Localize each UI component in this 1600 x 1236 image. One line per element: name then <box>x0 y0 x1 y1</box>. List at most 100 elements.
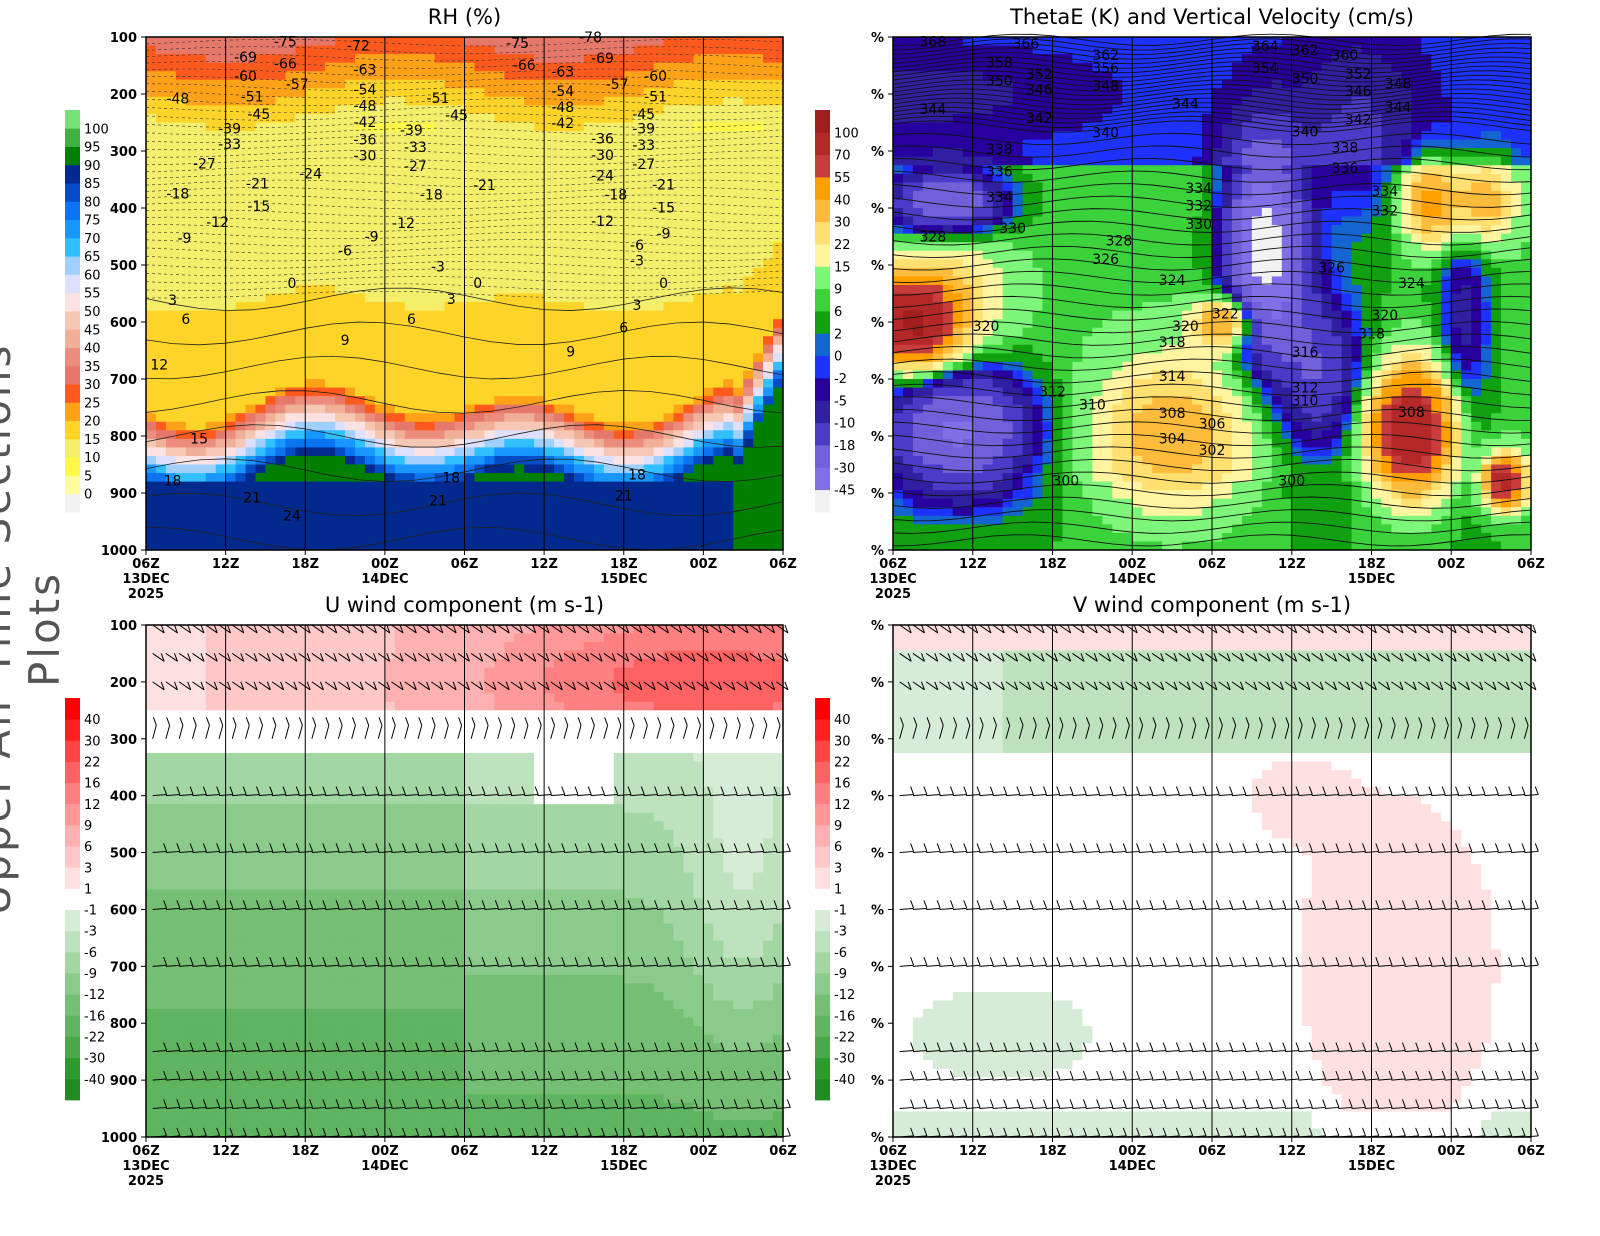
heatmap-cell <box>992 284 1004 295</box>
heatmap-cell <box>683 421 695 431</box>
heatmap-cell <box>295 199 306 209</box>
heatmap-cell <box>175 447 187 457</box>
heatmap-cell <box>404 473 416 483</box>
heatmap-cell <box>564 37 575 47</box>
heatmap-cell <box>285 473 296 483</box>
heatmap-cell <box>454 250 466 260</box>
heatmap-cell <box>713 165 724 175</box>
heatmap-cell <box>215 156 227 166</box>
heatmap-cell <box>952 498 964 508</box>
heatmap-cell <box>902 182 914 192</box>
heatmap-cell <box>195 336 207 346</box>
contour-label: -57 <box>286 77 309 93</box>
heatmap-cell <box>195 62 207 72</box>
heatmap-cell <box>603 344 615 354</box>
heatmap-cell <box>633 96 645 106</box>
heatmap-cell <box>763 208 774 218</box>
heatmap-cell <box>275 473 286 483</box>
heatmap-cell <box>444 148 456 158</box>
heatmap-cell <box>603 498 615 508</box>
heatmap-cell <box>474 173 486 183</box>
heatmap-cell <box>404 515 416 525</box>
heatmap-cell <box>952 293 964 303</box>
heatmap-cell <box>723 387 734 397</box>
heatmap-cell <box>912 156 924 166</box>
heatmap-cell <box>653 242 665 252</box>
heatmap-cell <box>355 438 366 448</box>
heatmap-cell <box>265 233 276 243</box>
heatmap-cell <box>265 336 276 346</box>
heatmap-cell <box>245 233 257 243</box>
heatmap-cell <box>155 148 167 158</box>
heatmap-cell <box>952 54 964 64</box>
rh-panel: -75 -72 -75 -78-69 -66 -66 -69-63 -63-60 -57 -57-… <box>101 5 797 602</box>
heatmap-cell <box>335 413 346 423</box>
heatmap-cell <box>325 62 336 72</box>
heatmap-cell <box>713 216 724 226</box>
heatmap-cell <box>364 361 376 372</box>
heatmap-cell <box>165 515 177 525</box>
heatmap-cell <box>424 455 436 466</box>
heatmap-cell <box>494 447 505 457</box>
heatmap-cell <box>364 71 376 81</box>
heatmap-cell <box>534 379 545 389</box>
heatmap-cell <box>315 122 326 132</box>
heatmap-cell <box>335 208 346 218</box>
heatmap-cell <box>335 455 346 466</box>
heatmap-cell <box>384 336 396 346</box>
heatmap-cell <box>603 182 615 192</box>
heatmap-cell <box>424 156 436 166</box>
heatmap-cell <box>345 139 356 149</box>
heatmap-cell <box>643 302 655 312</box>
heatmap-cell <box>952 105 964 115</box>
heatmap-cell <box>215 327 227 337</box>
heatmap-cell <box>643 327 655 337</box>
heatmap-cell <box>454 242 466 252</box>
heatmap-cell <box>474 182 486 192</box>
heatmap-cell <box>952 464 964 474</box>
heatmap-cell <box>165 250 177 260</box>
heatmap-cell <box>693 293 704 303</box>
heatmap-cell <box>185 404 197 414</box>
heatmap-cell <box>165 302 177 312</box>
heatmap-cell <box>355 105 366 115</box>
heatmap-cell <box>733 310 744 320</box>
heatmap-cell <box>743 447 754 457</box>
heatmap-cell <box>653 498 665 508</box>
heatmap-cell <box>952 37 964 47</box>
heatmap-cell <box>554 438 565 448</box>
heatmap-cell <box>573 353 585 363</box>
heatmap-cell <box>723 199 734 209</box>
heatmap-cell <box>454 438 466 448</box>
heatmap-cell <box>414 447 426 457</box>
heatmap-cell <box>643 515 655 525</box>
heatmap-cell <box>434 173 446 183</box>
heatmap-cell <box>673 387 685 397</box>
heatmap-cell <box>494 396 505 406</box>
heatmap-cell <box>275 387 286 397</box>
heatmap-cell <box>285 396 296 406</box>
contour-label: 18 <box>628 468 646 484</box>
heatmap-cell <box>723 173 734 183</box>
heatmap-cell <box>444 45 456 55</box>
heatmap-cell <box>603 148 615 158</box>
heatmap-cell <box>335 79 346 89</box>
heatmap-cell <box>942 259 954 269</box>
heatmap-cell <box>484 190 495 201</box>
heatmap-cell <box>185 242 197 252</box>
heatmap-cell <box>952 404 964 414</box>
heatmap-cell <box>573 259 585 269</box>
heatmap-cell <box>315 173 326 183</box>
heatmap-cell <box>315 208 326 218</box>
heatmap-cell <box>902 37 914 47</box>
heatmap-cell <box>265 139 276 149</box>
heatmap-cell <box>484 216 495 226</box>
heatmap-cell <box>902 148 914 158</box>
colorbar-swatch <box>65 256 80 275</box>
heatmap-cell <box>205 276 217 286</box>
heatmap-cell <box>325 361 336 372</box>
heatmap-cell <box>165 507 177 517</box>
contour-label: -66 <box>513 58 536 74</box>
heatmap-cell <box>434 310 446 320</box>
heatmap-cell <box>653 293 665 303</box>
